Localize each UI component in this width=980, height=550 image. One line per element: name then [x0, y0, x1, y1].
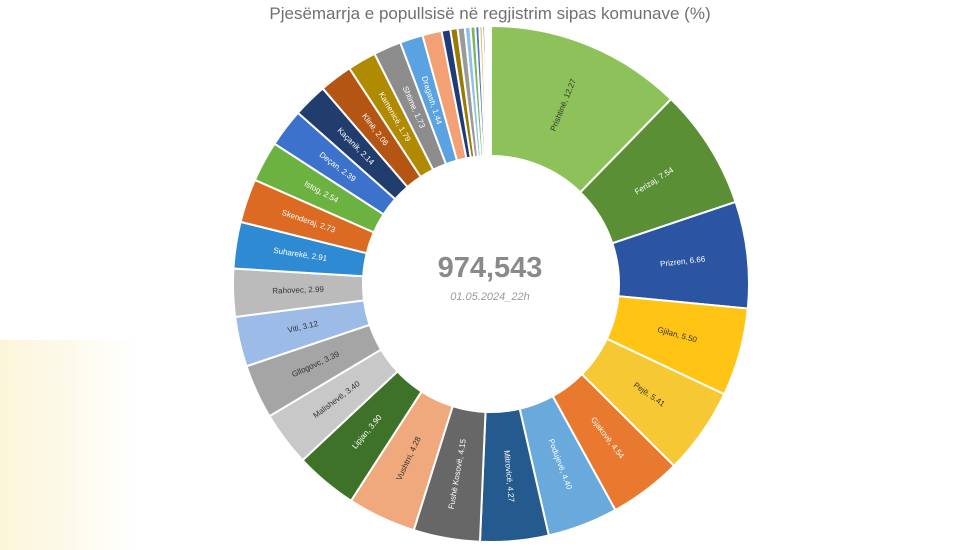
center-total: 974,543: [438, 252, 543, 284]
donut-slice: [488, 24, 492, 158]
chart-title: Pjesëmarrja e popullsisë në regjistrim s…: [269, 4, 711, 23]
center-subtitle: 01.05.2024_22h: [450, 291, 530, 303]
background-glow: [0, 340, 140, 550]
donut-slices: [232, 24, 750, 543]
slice-label: Rahovec, 2.99: [272, 285, 324, 296]
